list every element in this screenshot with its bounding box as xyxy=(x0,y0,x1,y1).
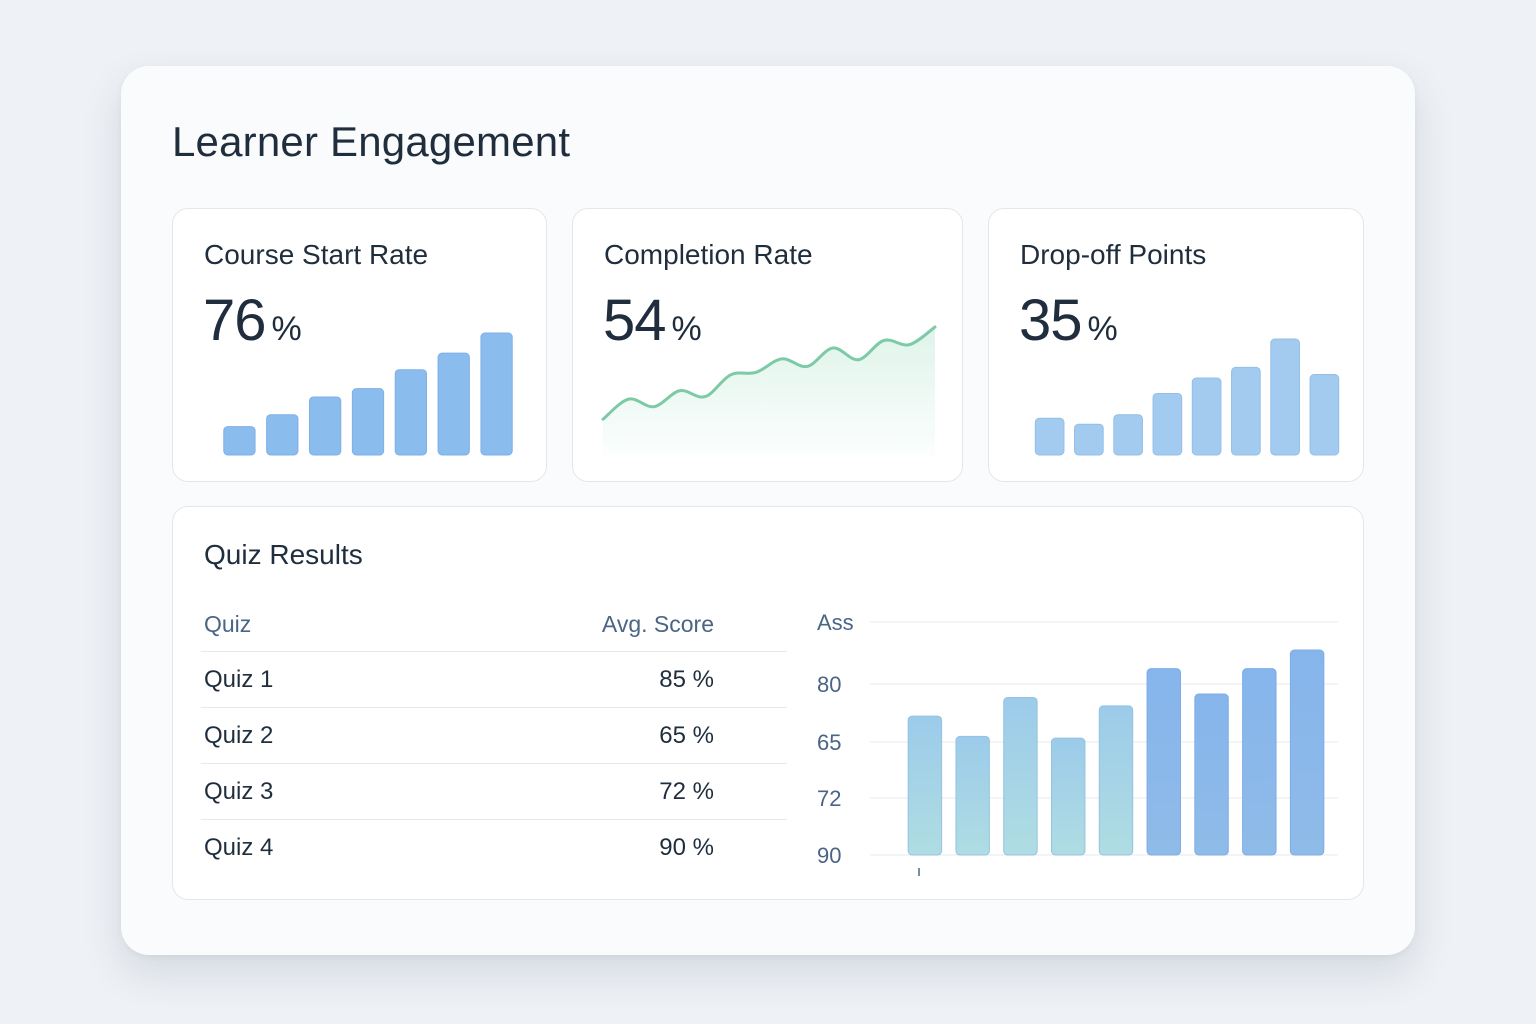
kpi-value-unit: % xyxy=(271,310,302,348)
kpi-card-course-start-rate[interactable]: Course Start Rate 76% xyxy=(172,208,547,482)
bar xyxy=(1113,414,1143,456)
table-row[interactable]: Quiz 1 85 % xyxy=(201,651,787,708)
quiz-score: 65 % xyxy=(363,707,787,764)
bar xyxy=(1074,423,1104,456)
course-start-rate-bar-chart xyxy=(223,332,513,456)
quiz-name: Quiz 3 xyxy=(201,763,364,820)
drop-off-points-bar-chart xyxy=(1034,338,1340,456)
bar xyxy=(1191,377,1222,456)
quiz-score: 85 % xyxy=(363,651,787,708)
bar xyxy=(907,715,943,856)
kpi-title: Course Start Rate xyxy=(204,239,429,270)
kpi-card-completion-rate[interactable]: Completion Rate 54% xyxy=(572,208,963,482)
y-tick-label: 80 xyxy=(817,672,841,697)
section-title: Quiz Results xyxy=(204,539,363,570)
completion-rate-area-chart xyxy=(601,325,937,455)
bar xyxy=(266,414,299,456)
bar xyxy=(1146,668,1181,856)
y-tick-label: 90 xyxy=(817,843,841,868)
quiz-score: 72 % xyxy=(363,763,787,820)
bar xyxy=(1003,696,1038,856)
table-header-row: Quiz Avg. Score xyxy=(201,597,787,652)
kpi-value: 54% xyxy=(603,291,702,359)
column-header-avg-score[interactable]: Avg. Score xyxy=(363,597,787,652)
kpi-value-number: 76 xyxy=(203,288,267,353)
kpi-title: Drop-off Points xyxy=(1020,239,1207,270)
bar xyxy=(309,396,342,456)
y-tick-label: 72 xyxy=(817,786,841,811)
bar xyxy=(480,332,513,456)
bar xyxy=(437,352,470,456)
kpi-value-number: 35 xyxy=(1019,288,1083,353)
dashboard-panel: Learner Engagement Course Start Rate 76%… xyxy=(121,66,1415,955)
bar xyxy=(394,369,427,456)
quiz-bar-chart: Ass 80 65 72 90 xyxy=(817,610,1338,876)
bar xyxy=(1194,693,1229,856)
column-header-quiz[interactable]: Quiz xyxy=(201,597,364,652)
page-title: Learner Engagement xyxy=(172,118,571,165)
quiz-results-card: Quiz Results Quiz Avg. Score Quiz 1 85 %… xyxy=(172,506,1364,900)
bar xyxy=(1152,392,1183,456)
quiz-name: Quiz 1 xyxy=(201,651,364,708)
kpi-value-unit: % xyxy=(1087,310,1118,348)
kpi-title: Completion Rate xyxy=(604,239,813,270)
bar xyxy=(1231,366,1261,456)
kpi-card-drop-off-points[interactable]: Drop-off Points 35% xyxy=(988,208,1364,482)
quiz-score: 90 % xyxy=(659,833,714,861)
table-row[interactable]: Quiz 3 72 % xyxy=(201,763,787,820)
kpi-value-number: 54 xyxy=(603,288,667,353)
table-row[interactable]: Quiz 4 90 % xyxy=(201,820,787,876)
kpi-value-unit: % xyxy=(671,310,702,348)
series-line xyxy=(601,325,937,421)
bar xyxy=(223,426,256,456)
y-axis-label: Ass xyxy=(817,610,854,635)
bar xyxy=(1289,649,1325,856)
bar xyxy=(1309,374,1340,456)
bar xyxy=(1270,338,1300,456)
y-tick-label: 65 xyxy=(817,730,841,755)
bar xyxy=(1034,417,1065,456)
bar xyxy=(1051,737,1086,856)
quiz-name: Quiz 2 xyxy=(201,707,364,764)
quiz-table: Quiz Avg. Score Quiz 1 85 % Quiz 2 65 % … xyxy=(201,597,787,875)
quiz-name: Quiz 4 xyxy=(204,833,274,861)
bar xyxy=(1098,705,1134,856)
bar xyxy=(955,735,990,856)
bar xyxy=(351,388,385,456)
kpi-value: 35% xyxy=(1019,291,1118,359)
bar xyxy=(1242,668,1277,856)
area-fill xyxy=(603,327,935,455)
table-row[interactable]: Quiz 2 65 % xyxy=(201,707,787,764)
kpi-value: 76% xyxy=(203,291,302,359)
